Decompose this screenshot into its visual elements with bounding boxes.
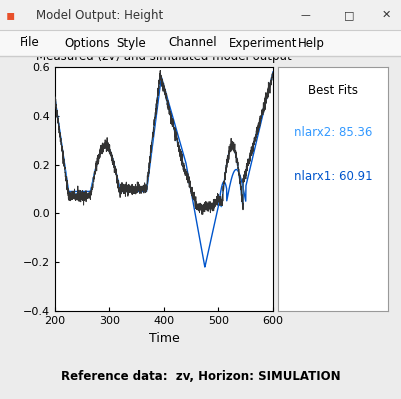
Title: Measured (zv) and simulated model output: Measured (zv) and simulated model output [36,50,291,63]
Text: Model Output: Height: Model Output: Height [36,8,163,22]
Text: ✕: ✕ [380,10,390,20]
Text: Help: Help [297,36,324,49]
Text: Style: Style [116,36,146,49]
X-axis label: Time: Time [148,332,179,344]
Text: Options: Options [64,36,109,49]
Text: Best Fits: Best Fits [307,84,357,97]
Text: Channel: Channel [168,36,217,49]
Text: ▪: ▪ [5,8,15,22]
Text: Experiment: Experiment [229,36,297,49]
Text: —: — [300,10,310,20]
Text: File: File [20,36,40,49]
Text: nlarx1: 60.91: nlarx1: 60.91 [293,170,371,182]
Text: nlarx2: 85.36: nlarx2: 85.36 [293,126,371,138]
Text: Reference data:  zv, Horizon: SIMULATION: Reference data: zv, Horizon: SIMULATION [61,371,340,383]
Text: □: □ [344,10,354,20]
